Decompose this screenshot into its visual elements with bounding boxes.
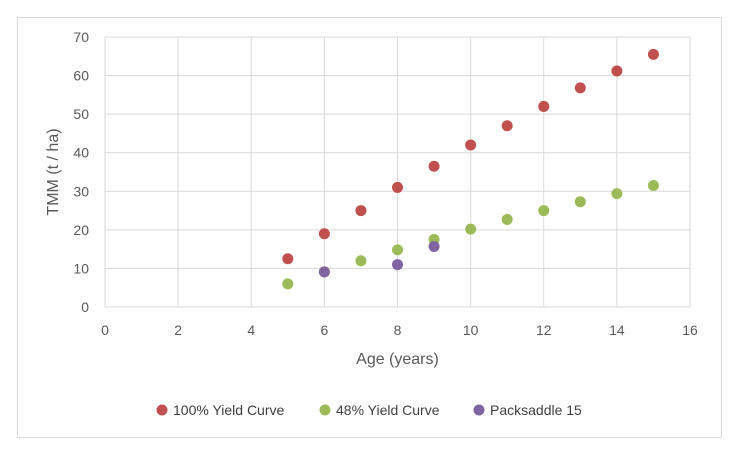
legend: 100% Yield Curve 48% Yield Curve Packsaddl… xyxy=(156,402,582,418)
gridlines xyxy=(104,36,691,308)
y-tick-label: 70 xyxy=(73,29,89,45)
series-1-point xyxy=(428,160,440,172)
x-tick-label: 0 xyxy=(101,322,109,338)
y-tick-label: 10 xyxy=(73,260,89,276)
x-tick-label: 12 xyxy=(536,322,552,338)
legend-label: Packsaddle 15 xyxy=(490,402,582,418)
x-tick-label: 4 xyxy=(247,322,255,338)
series-1-point xyxy=(355,205,367,217)
y-tick-label: 60 xyxy=(73,68,89,84)
x-tick-label: 6 xyxy=(320,322,328,338)
series-1-point xyxy=(647,48,659,60)
series-2-point xyxy=(282,278,294,290)
series-2-point xyxy=(538,205,550,217)
series-2-point xyxy=(574,196,586,208)
tick-labels: 0 10 20 30 40 50 60 70 0 2 4 6 8 10 12 14 16 xyxy=(73,29,698,338)
y-tick-label: 0 xyxy=(81,299,89,315)
x-tick-label: 16 xyxy=(682,322,698,338)
legend-label: 48% Yield Curve xyxy=(336,402,440,418)
legend-label: 100% Yield Curve xyxy=(173,402,285,418)
y-axis-title: TMM (t / ha) xyxy=(45,128,62,215)
series-3-point xyxy=(392,259,403,271)
series-1-point xyxy=(282,253,294,265)
series-1-point xyxy=(318,228,330,240)
series-1-point xyxy=(538,100,550,112)
y-tick-label: 40 xyxy=(73,145,89,161)
series-1-point xyxy=(611,65,623,77)
series-2-point xyxy=(647,180,659,191)
x-axis-title: Age (years) xyxy=(356,351,439,368)
x-tick-label: 14 xyxy=(609,322,625,338)
legend-marker xyxy=(156,404,168,416)
chart-frame xyxy=(17,17,722,438)
y-tick-label: 30 xyxy=(73,183,89,199)
x-tick-label: 8 xyxy=(394,322,402,338)
legend-marker xyxy=(473,404,485,416)
legend-marker xyxy=(319,404,331,416)
series-2-point xyxy=(501,213,513,225)
series-1-point xyxy=(501,120,513,132)
series-3-point xyxy=(428,240,440,252)
y-tick-label: 20 xyxy=(73,222,89,238)
y-tick-label: 50 xyxy=(73,106,89,122)
series-2-point xyxy=(392,244,403,256)
series-1-point xyxy=(574,82,586,94)
series-2-point xyxy=(465,223,477,235)
data-points xyxy=(282,48,659,290)
series-1-point xyxy=(465,139,477,151)
series-2-point xyxy=(355,255,367,267)
x-tick-label: 2 xyxy=(174,322,182,338)
series-3-point xyxy=(318,266,330,278)
x-tick-label: 10 xyxy=(463,322,479,338)
series-1-point xyxy=(392,181,403,193)
series-2-point xyxy=(611,188,623,200)
